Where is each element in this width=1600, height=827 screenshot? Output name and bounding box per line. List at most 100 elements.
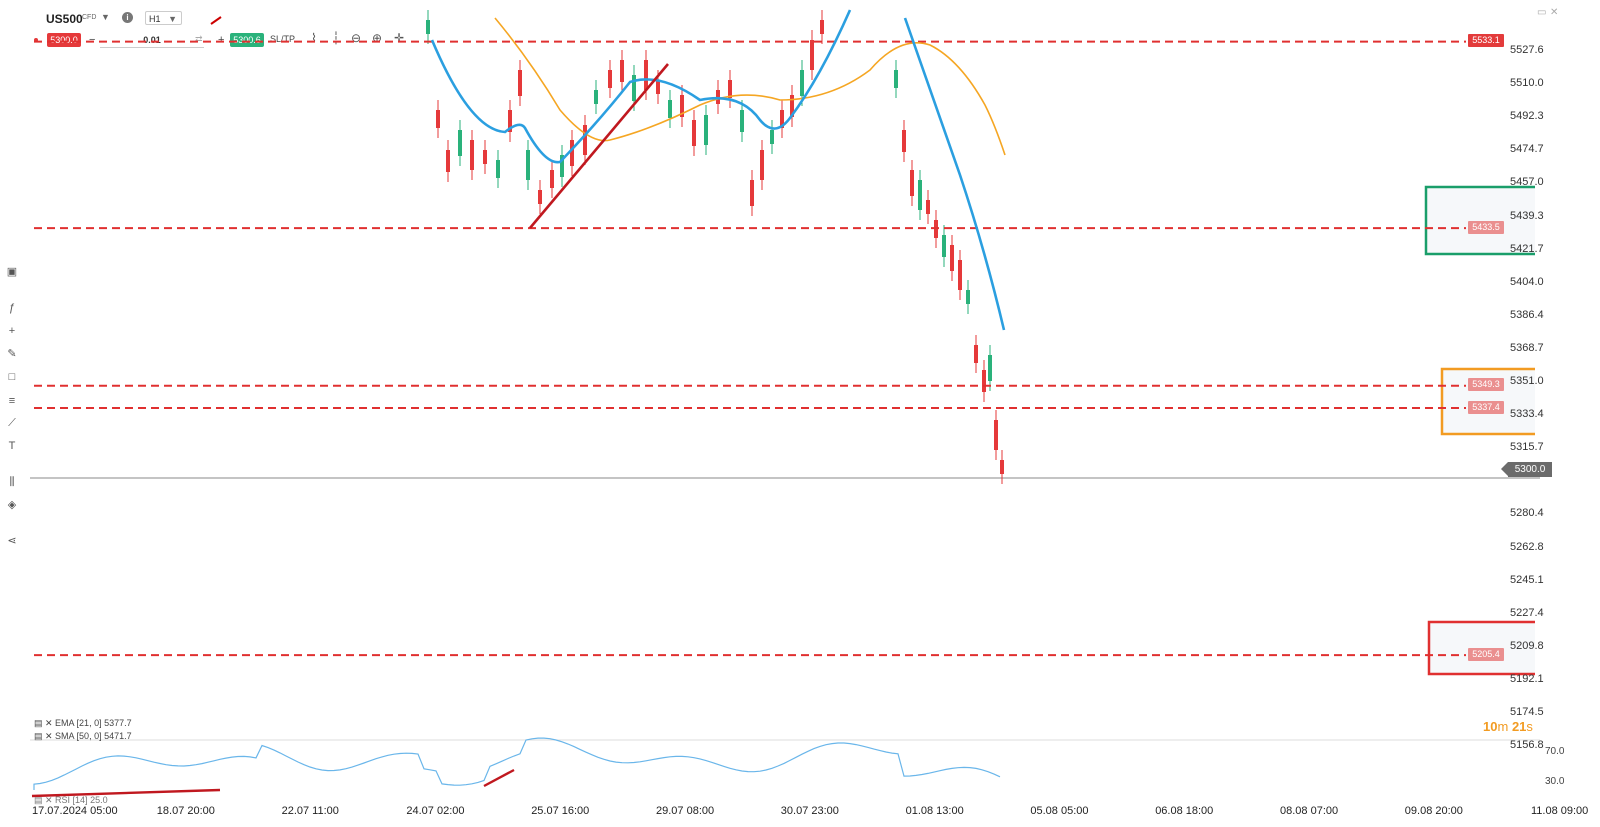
chart-type-icon[interactable]: ⫼	[9, 476, 15, 488]
candle-body	[988, 355, 992, 381]
candle-body	[780, 110, 784, 128]
price-axis-label: 5404.0	[1510, 275, 1544, 288]
candle-body	[740, 110, 744, 132]
rsi-low-label: 30.0	[1545, 776, 1565, 787]
info-icon[interactable]: i	[122, 12, 133, 23]
buy-button[interactable]: 5300.6	[230, 33, 264, 47]
time-axis-label: 05.08 05:00	[1030, 805, 1089, 817]
candle-body	[800, 70, 804, 96]
price-axis-label: 5280.4	[1510, 507, 1544, 520]
candles-icon[interactable]: ┆	[332, 31, 340, 45]
timer-seconds: 21	[1511, 719, 1527, 734]
quantity-plus-button[interactable]: +	[218, 34, 225, 46]
candle-body	[436, 110, 440, 128]
rsi-indicator-label[interactable]: ▤ ✕ RSI [14] 25.0	[34, 795, 108, 805]
price-axis-label: 5421.7	[1510, 242, 1544, 255]
trendline-draw-icon[interactable]	[210, 12, 222, 25]
candle-body	[918, 180, 922, 210]
ema-indicator-text: EMA [21, 0] 5377.7	[55, 718, 132, 728]
candle-body	[894, 70, 898, 88]
function-icon[interactable]: ƒ	[8, 302, 16, 314]
price-axis-label: 5351.0	[1510, 375, 1544, 387]
candle-body	[974, 345, 978, 363]
price-axis-label: 5439.3	[1510, 209, 1544, 222]
line-chart-icon[interactable]: ⌇	[311, 31, 317, 45]
rsi-trendline-1	[31, 788, 221, 798]
sell-button[interactable]: 5300.0	[47, 33, 81, 47]
candle-body	[458, 130, 462, 156]
candle-body	[958, 260, 962, 290]
layers-icon[interactable]: ◈	[7, 499, 17, 511]
candle-body	[550, 170, 554, 188]
rsi-line	[33, 737, 1001, 790]
candle-body	[728, 80, 732, 98]
quantity-minus-button[interactable]: −	[89, 34, 96, 46]
time-axis-label: 30.07 23:00	[780, 805, 839, 817]
plus-icon[interactable]: +	[8, 325, 16, 337]
time-axis-label: 18.07 20:00	[156, 805, 215, 817]
zoom-in-icon[interactable]: ⊕	[371, 31, 383, 45]
candle-body	[426, 20, 430, 34]
sma-indicator-label[interactable]: ▤ ✕ SMA [50, 0] 5471.7	[34, 731, 132, 741]
ema-indicator-label[interactable]: ▤ ✕ EMA [21, 0] 5377.7	[34, 718, 132, 728]
quantity-input[interactable]: 0.01	[100, 33, 204, 48]
trendline-drawing	[529, 63, 669, 229]
zone-green	[1424, 185, 1535, 256]
candle-body	[583, 125, 587, 155]
share-icon[interactable]: ⋖	[7, 535, 17, 547]
price-axis-label: 5457.0	[1510, 176, 1544, 189]
candle-body	[560, 155, 564, 177]
trendline-icon[interactable]: ⟋	[8, 417, 16, 429]
timer-minutes: 10	[1483, 719, 1498, 734]
time-axis-label: 08.08 07:00	[1280, 805, 1339, 817]
candle-body	[942, 235, 946, 257]
crosshair-icon[interactable]: ✛	[393, 31, 405, 45]
candle-body	[820, 20, 824, 34]
symbol-name[interactable]: US500	[46, 12, 83, 26]
pencil-icon[interactable]: ✎	[7, 348, 17, 360]
sma-line	[494, 17, 1006, 156]
swap-icon[interactable]: ⇄	[195, 34, 203, 44]
timer-m: m	[1497, 719, 1509, 734]
fibonacci-icon[interactable]: ≡	[8, 395, 16, 407]
sltp-button[interactable]: SL/TP	[270, 34, 296, 44]
candle-body	[446, 150, 450, 172]
level-tag: 5349.3	[1468, 378, 1504, 391]
candle-body	[608, 70, 612, 88]
timeframe-select[interactable]: H1 ▼	[145, 11, 182, 25]
chevron-down-icon: ▼	[168, 14, 177, 24]
price-axis-label: 5262.8	[1510, 540, 1544, 553]
candle-body	[632, 75, 636, 101]
time-axis-label: 06.08 18:00	[1155, 805, 1214, 817]
candle-body	[680, 95, 684, 117]
candle-body	[620, 60, 624, 82]
zoom-out-icon[interactable]: ⊖	[350, 31, 362, 45]
candle-body	[508, 110, 512, 132]
candle-body	[982, 370, 986, 392]
price-axis-label: 5156.8	[1510, 739, 1544, 752]
candle-body	[538, 190, 542, 204]
level-tag: 5205.4	[1468, 648, 1504, 661]
instrument-type: CFD	[82, 14, 97, 21]
candle-body	[902, 130, 906, 152]
candle-body	[926, 200, 930, 214]
candle-body	[692, 120, 696, 146]
rectangle-icon[interactable]: □	[8, 371, 16, 383]
candle-body	[668, 100, 672, 118]
chart-window-icon[interactable]: ▣	[6, 266, 18, 278]
price-axis-label: 5368.7	[1510, 341, 1544, 354]
timeframe-value: H1	[149, 14, 161, 24]
symbol-chevron-down-icon[interactable]: ▼	[101, 12, 110, 22]
candle-timer: 10m 21s	[1483, 719, 1533, 734]
candle-body	[470, 140, 474, 170]
candle-body	[910, 170, 914, 196]
price-axis-label: 5209.8	[1510, 639, 1544, 652]
time-axis-label: 29.07 08:00	[656, 805, 715, 817]
minimize-icon[interactable]: ▭	[1537, 7, 1547, 18]
ema-line	[430, 9, 1006, 331]
time-axis-label: 09.08 20:00	[1404, 805, 1463, 817]
text-icon[interactable]: T	[8, 440, 16, 452]
close-icon[interactable]: ✕	[1550, 7, 1559, 18]
price-axis-label: 5527.6	[1510, 44, 1544, 56]
